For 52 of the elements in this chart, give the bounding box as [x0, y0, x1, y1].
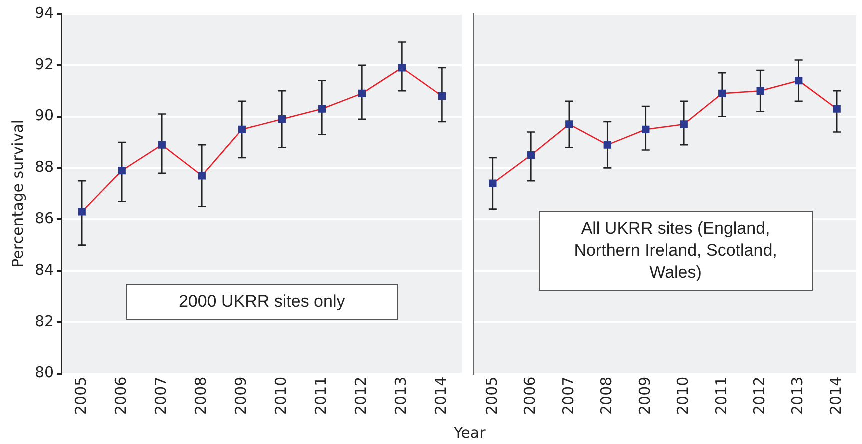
- x-tick-label: 2005: [482, 376, 501, 416]
- point: [78, 208, 86, 216]
- y-tick-label: 94: [34, 4, 54, 22]
- y-tick-label: 88: [34, 158, 54, 176]
- point: [642, 126, 650, 134]
- point: [489, 180, 497, 188]
- point: [527, 152, 535, 160]
- x-tick-label: 2007: [559, 376, 578, 416]
- x-tick-label: 2005: [72, 376, 90, 416]
- point: [238, 126, 246, 134]
- x-tick-label: 2014: [826, 376, 845, 416]
- text-box: All UKRR sites (England, Northern Ireland, Scotland, Wales): [538, 211, 813, 292]
- x-tick-label: 2009: [636, 376, 654, 416]
- y-tick-label: 92: [34, 55, 54, 74]
- y-tick-label: 90: [34, 106, 54, 125]
- point: [398, 64, 406, 72]
- point: [566, 120, 574, 128]
- x-tick-label: 2012: [352, 376, 370, 416]
- point: [438, 92, 446, 100]
- point: [604, 141, 612, 149]
- y-tick-label: 80: [34, 364, 54, 382]
- y-tick-label: 82: [34, 312, 54, 330]
- x-tick-label: 2008: [192, 376, 210, 416]
- x-tick-label: 2012: [750, 376, 768, 416]
- x-tick-label: 2013: [788, 376, 807, 416]
- point: [833, 105, 841, 113]
- text-box: 2000 UKRR sites only: [126, 284, 398, 320]
- point: [158, 141, 166, 149]
- x-axis-title: Year: [454, 424, 486, 442]
- point: [198, 172, 206, 180]
- x-tick-label: 2011: [312, 376, 330, 416]
- x-tick-label: 2006: [112, 376, 130, 416]
- x-tick-label: 2008: [598, 376, 616, 416]
- x-tick-label: 2007: [152, 376, 170, 416]
- y-tick-label: 84: [34, 260, 54, 279]
- point: [278, 116, 286, 124]
- x-tick-label: 2010: [272, 376, 290, 416]
- point: [358, 90, 366, 98]
- x-tick-label: 2011: [712, 376, 730, 416]
- point: [118, 166, 126, 175]
- x-tick-label: 2010: [674, 376, 692, 416]
- x-tick-label: 2013: [392, 376, 410, 416]
- point: [680, 120, 688, 128]
- point: [718, 90, 726, 98]
- x-tick-label: 2014: [432, 376, 450, 416]
- y-tick-label: 86: [34, 210, 54, 228]
- point: [756, 87, 764, 95]
- y-axis-title: Percentage survival: [8, 120, 27, 268]
- x-tick-label: 2006: [521, 376, 540, 416]
- point: [795, 76, 803, 85]
- point: [318, 105, 326, 113]
- x-tick-label: 2009: [232, 376, 250, 416]
